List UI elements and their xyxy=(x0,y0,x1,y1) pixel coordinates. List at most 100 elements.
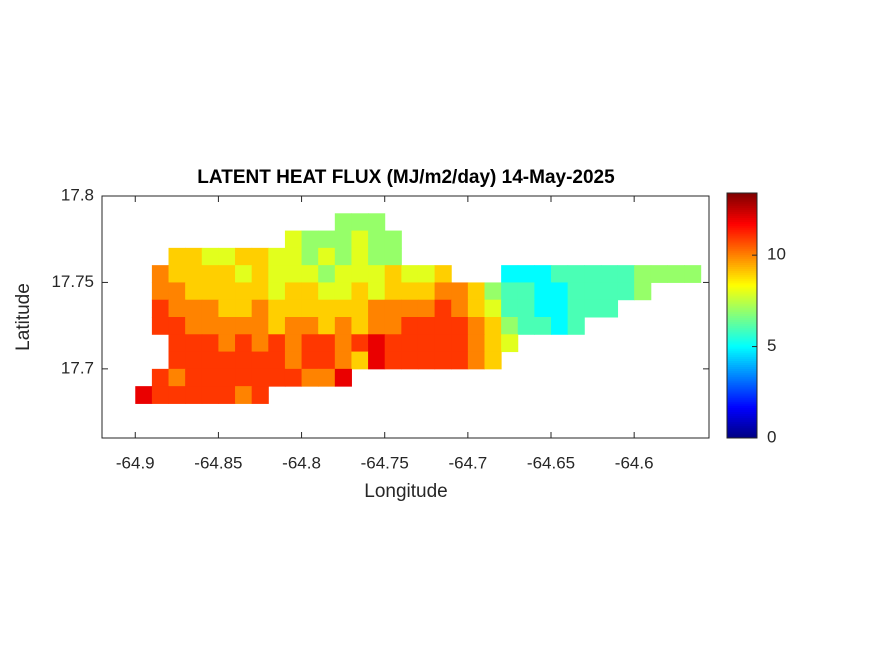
heat-cell xyxy=(268,351,286,370)
heat-cell xyxy=(451,282,469,301)
x-tick-label: -64.6 xyxy=(615,453,654,472)
colorbar-segment xyxy=(727,327,757,331)
heat-cell xyxy=(534,299,552,318)
colorbar-segment xyxy=(727,252,757,255)
heat-cell xyxy=(185,282,203,301)
heat-cell xyxy=(284,299,303,318)
colorbar-segment xyxy=(727,366,757,370)
heat-cell xyxy=(201,351,219,370)
heat-cell xyxy=(368,282,386,301)
heat-cell xyxy=(517,317,535,335)
heat-cell xyxy=(168,317,186,335)
heat-cell xyxy=(185,317,203,335)
heat-cell xyxy=(201,368,219,387)
heat-cell xyxy=(617,282,635,301)
heat-cell xyxy=(151,282,170,301)
colorbar-segment xyxy=(727,331,757,335)
colorbar-segment xyxy=(727,221,757,225)
heat-cell xyxy=(185,334,203,353)
heat-cell xyxy=(284,351,303,370)
heat-cell xyxy=(334,299,352,318)
colorbar-segment xyxy=(727,242,757,245)
heat-cell xyxy=(284,282,303,301)
heat-cell xyxy=(251,386,269,404)
heat-cell xyxy=(185,247,203,266)
colorbar-segment xyxy=(727,421,757,425)
heat-cell xyxy=(334,282,352,301)
heat-cell xyxy=(368,213,386,232)
heat-cell xyxy=(318,247,336,266)
heat-cell xyxy=(318,334,336,353)
colorbar-segment xyxy=(727,280,757,284)
colorbar-segment xyxy=(727,382,757,386)
heat-cell xyxy=(417,265,436,283)
heat-cell xyxy=(334,230,352,249)
heat-cell xyxy=(218,265,236,283)
heat-cell xyxy=(567,317,585,335)
heat-cell xyxy=(334,247,352,266)
heat-cell xyxy=(401,317,419,335)
x-tick-label: -64.65 xyxy=(527,453,575,472)
heat-cell xyxy=(634,265,652,283)
heat-cell xyxy=(301,351,319,370)
colorbar-segment xyxy=(727,389,757,392)
heat-cell xyxy=(451,351,469,370)
heat-cell xyxy=(600,282,619,301)
heat-cell xyxy=(534,282,552,301)
heat-cell xyxy=(218,247,236,266)
heat-cell xyxy=(251,299,269,318)
heat-cell xyxy=(201,386,219,404)
heat-cell xyxy=(334,317,352,335)
heat-cell xyxy=(268,247,286,266)
heat-cell xyxy=(484,334,502,353)
heat-cell xyxy=(434,351,452,370)
colorbar-segment xyxy=(727,250,757,253)
heat-cell xyxy=(551,317,569,335)
heat-cell xyxy=(567,265,585,283)
heat-cell xyxy=(384,334,402,353)
colorbar-segment xyxy=(727,235,757,239)
heat-cell xyxy=(417,299,436,318)
heat-cell xyxy=(368,265,386,283)
heat-cell xyxy=(368,317,386,335)
heat-cell xyxy=(401,299,419,318)
axes-box xyxy=(101,195,710,439)
heat-cell xyxy=(284,265,303,283)
heat-cell xyxy=(168,368,186,387)
heat-cell xyxy=(235,386,253,404)
heat-cell xyxy=(368,230,386,249)
heat-cell xyxy=(168,299,186,318)
heat-cell xyxy=(251,368,269,387)
heat-cell xyxy=(667,265,685,283)
colorbar-segment xyxy=(727,415,757,419)
colorbar-segment xyxy=(727,384,757,388)
heat-cell xyxy=(168,334,186,353)
heat-cell xyxy=(567,299,585,318)
colorbar-segment xyxy=(727,297,757,300)
colorbar-segment xyxy=(727,229,757,233)
colorbar-segment xyxy=(727,211,757,214)
colorbar-segment xyxy=(727,246,757,249)
colorbar-segment xyxy=(727,329,757,333)
heat-cell xyxy=(684,265,702,283)
colorbar-segment xyxy=(727,227,757,231)
heat-cell xyxy=(318,351,336,370)
heat-cell xyxy=(218,368,236,387)
colorbar-segment xyxy=(727,295,757,298)
heat-cell xyxy=(467,334,485,353)
heat-cell xyxy=(301,247,319,266)
colorbar-segment xyxy=(727,358,757,361)
colorbar-segment xyxy=(727,225,757,229)
heat-cell xyxy=(467,351,485,370)
heat-cell xyxy=(218,299,236,318)
heat-cell xyxy=(551,282,569,301)
heat-cell xyxy=(235,317,253,335)
colorbar-segment xyxy=(727,395,757,398)
map-cells xyxy=(135,213,702,404)
colorbar-segment xyxy=(727,342,757,345)
heat-cell xyxy=(600,265,619,283)
x-tick-label: -64.85 xyxy=(194,453,242,472)
colorbar-segment xyxy=(727,356,757,359)
colorbar-segment xyxy=(727,286,757,290)
colorbar-segment xyxy=(727,311,757,314)
